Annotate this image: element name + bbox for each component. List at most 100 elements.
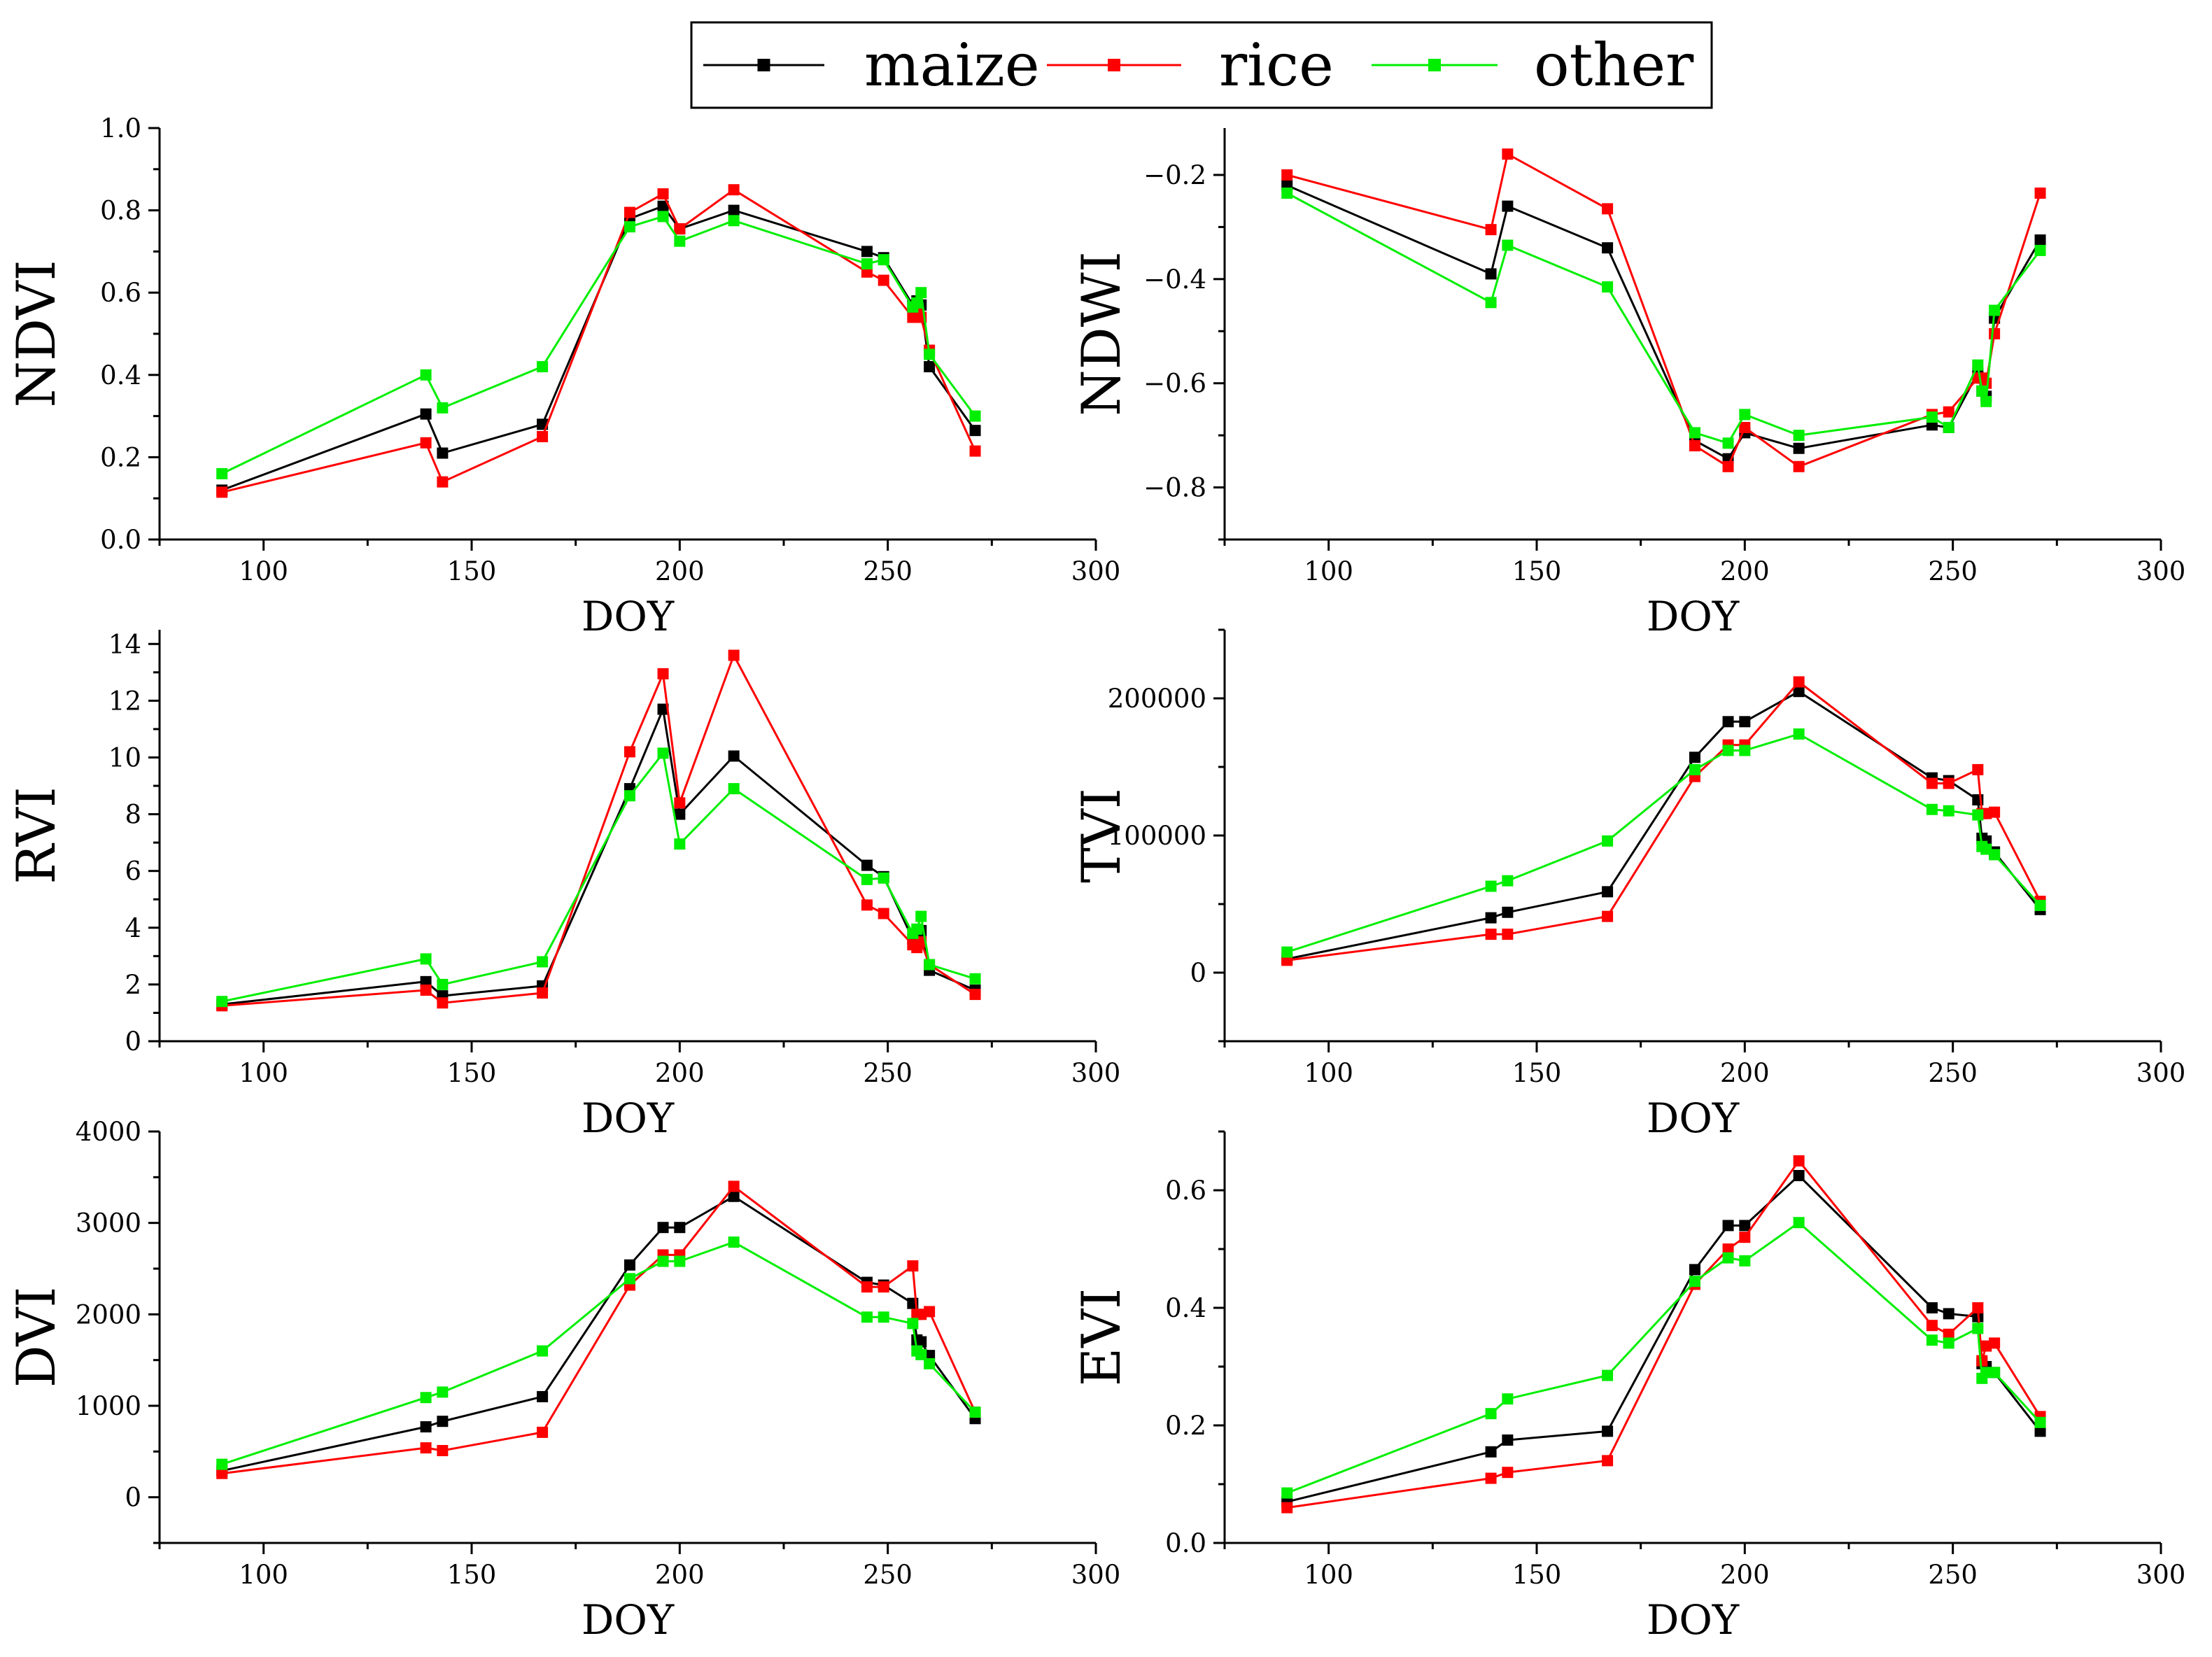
legend-entry-other: other	[1372, 31, 1694, 99]
data-point-rice	[861, 899, 873, 911]
data-point-maize	[1793, 442, 1805, 454]
x-tick-label: 150	[447, 556, 497, 586]
data-point-other	[420, 1392, 432, 1404]
data-point-other	[878, 254, 889, 266]
data-point-maize	[437, 447, 449, 459]
y-tick-label: 4000	[76, 1117, 141, 1147]
data-point-other	[1980, 395, 1992, 407]
data-point-other	[437, 1386, 449, 1398]
data-point-other	[1722, 745, 1734, 756]
data-point-rice	[674, 223, 686, 235]
data-point-rice	[1793, 676, 1805, 688]
data-point-other	[624, 221, 635, 233]
x-tick-label: 250	[863, 1560, 913, 1590]
y-tick-label: 0.6	[100, 278, 141, 308]
x-tick-label: 100	[1304, 1560, 1353, 1590]
x-tick-label: 250	[1928, 556, 1978, 586]
y-tick-label: 3000	[76, 1208, 141, 1239]
data-point-maize	[437, 1416, 449, 1427]
data-point-maize	[1485, 912, 1497, 924]
data-point-other	[924, 1358, 936, 1369]
data-point-other	[1926, 803, 1938, 815]
data-point-other	[915, 1348, 927, 1360]
chart-ndwi: 100 150 200 250 300 −0.8 −0.6 −0.4 −0.2 DOY NDWI	[1070, 128, 2185, 640]
data-point-rice	[924, 1306, 936, 1318]
data-point-other	[1722, 437, 1734, 449]
y-tick-label: −0.8	[1143, 473, 1206, 503]
x-tick-label: 300	[1071, 556, 1121, 586]
data-point-rice	[420, 985, 432, 996]
data-point-rice	[1281, 1502, 1293, 1514]
data-point-rice	[1972, 1302, 1984, 1313]
data-point-rice	[420, 437, 432, 449]
data-point-other	[216, 467, 228, 479]
data-point-other	[1943, 805, 1954, 817]
y-tick-label: 1000	[76, 1391, 141, 1421]
data-point-rice	[1502, 148, 1514, 160]
data-point-other	[878, 872, 889, 884]
series-maize	[216, 200, 981, 496]
data-point-other	[420, 953, 432, 965]
data-point-maize	[657, 703, 669, 715]
x-tick-label: 150	[447, 1560, 497, 1590]
y-tick-label: 0.2	[100, 442, 141, 472]
data-point-rice	[1502, 929, 1514, 940]
data-point-other	[1485, 880, 1497, 892]
x-tick-label: 250	[863, 1058, 913, 1088]
y-tick-label: 100000	[1108, 821, 1206, 851]
data-point-other	[1793, 728, 1805, 740]
data-point-rice	[1926, 1320, 1938, 1332]
chart-ndvi: 100 150 200 250 300 0.0 0.2 0.4 0.6 0.8 1.0 DOY NDVI	[5, 113, 1120, 640]
data-point-other	[1502, 875, 1514, 887]
data-point-other	[437, 402, 449, 414]
data-point-other	[1485, 297, 1497, 309]
series-line-rice	[221, 188, 976, 493]
data-point-other	[537, 361, 549, 373]
data-point-other	[420, 369, 432, 381]
x-tick-label: 200	[655, 1560, 705, 1590]
data-point-other	[1602, 835, 1614, 847]
y-tick-label: 14	[108, 629, 141, 659]
data-point-maize	[1602, 886, 1614, 898]
data-point-rice	[216, 1467, 228, 1479]
data-point-other	[1689, 1276, 1700, 1288]
series-rice	[216, 649, 981, 1012]
series-line-rice	[222, 1185, 976, 1475]
data-point-maize	[728, 1190, 740, 1202]
series-line-other	[1286, 1221, 2041, 1494]
data-point-maize	[728, 204, 740, 216]
data-point-other	[674, 1255, 686, 1267]
y-axis-label: TVI	[1070, 788, 1132, 883]
data-point-other	[878, 1311, 889, 1323]
data-point-other	[2034, 1416, 2046, 1428]
legend: maize rice other	[690, 21, 1713, 109]
x-axis-label: DOY	[1647, 1596, 1740, 1644]
data-point-maize	[1602, 1425, 1614, 1437]
data-point-other	[624, 1273, 635, 1285]
x-axis-label: DOY	[582, 1596, 675, 1644]
data-point-maize	[2034, 234, 2046, 246]
x-tick-label: 100	[1304, 1058, 1353, 1088]
data-point-other	[924, 348, 936, 360]
x-tick-label: 200	[1720, 1560, 1770, 1590]
x-tick-label: 250	[863, 556, 913, 586]
data-point-other	[1793, 430, 1805, 442]
data-point-maize	[1485, 1446, 1497, 1458]
data-point-rice	[1793, 460, 1805, 472]
data-point-rice	[1793, 1155, 1805, 1166]
y-tick-label: 0.0	[100, 525, 141, 555]
data-point-rice	[1943, 406, 1954, 418]
data-point-rice	[1602, 1455, 1614, 1467]
data-point-maize	[1793, 686, 1805, 698]
data-point-maize	[1739, 716, 1751, 728]
chart-rvi: 100 150 200 250 300 0 2 4 6 8 10 12 14 DOY RVI	[5, 629, 1120, 1142]
legend-marker	[757, 59, 770, 71]
x-axis-label: DOY	[1647, 593, 1740, 640]
chart-evi: 100 150 200 250 300 0.0 0.2 0.4 0.6 DOY EVI	[1070, 1130, 2185, 1644]
y-axis-label: EVI	[1070, 1288, 1132, 1386]
data-point-rice	[1689, 440, 1700, 452]
data-point-rice	[537, 431, 549, 442]
data-point-rice	[437, 1445, 449, 1457]
x-tick-label: 200	[1720, 556, 1770, 586]
data-point-other	[1689, 427, 1700, 439]
